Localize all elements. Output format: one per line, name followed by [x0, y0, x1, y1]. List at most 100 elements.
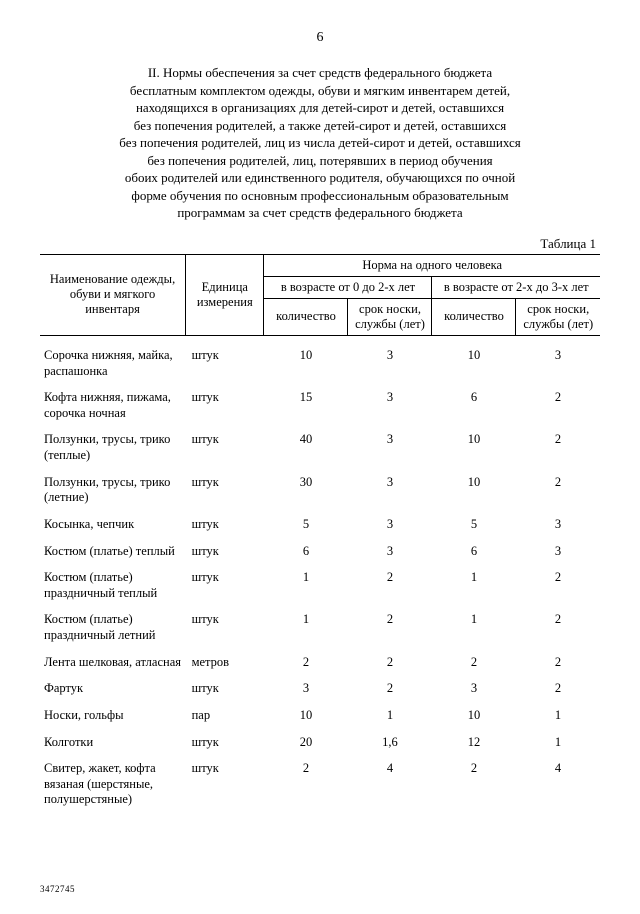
wear-a-header: срок носки, службы (лет) — [348, 298, 432, 335]
cell-qty-b: 5 — [432, 512, 516, 539]
cell-name: Кофта нижняя, пижама, сорочка ночная — [40, 385, 186, 427]
cell-wear-a: 3 — [348, 335, 432, 385]
cell-name: Фартук — [40, 676, 186, 703]
cell-unit: штук — [186, 730, 264, 757]
cell-qty-a: 5 — [264, 512, 348, 539]
title-line: бесплатным комплектом одежды, обуви и мя… — [50, 82, 590, 100]
cell-wear-a: 1,6 — [348, 730, 432, 757]
super-header: Норма на одного человека — [264, 254, 600, 276]
cell-wear-b: 2 — [516, 676, 600, 703]
table-row: Ползунки, трусы, трико (теплые)штук40310… — [40, 427, 600, 469]
cell-unit: штук — [186, 385, 264, 427]
cell-wear-a: 3 — [348, 427, 432, 469]
table-row: Лента шелковая, атласнаяметров2222 — [40, 650, 600, 677]
cell-wear-b: 3 — [516, 512, 600, 539]
title-line: без попечения родителей, а также детей-с… — [50, 117, 590, 135]
cell-qty-b: 10 — [432, 427, 516, 469]
cell-qty-b: 2 — [432, 650, 516, 677]
table-caption: Таблица 1 — [40, 236, 600, 252]
table-row: Кофта нижняя, пижама, сорочка ночнаяштук… — [40, 385, 600, 427]
cell-wear-b: 2 — [516, 565, 600, 607]
cell-qty-b: 2 — [432, 756, 516, 814]
cell-unit: штук — [186, 335, 264, 385]
cell-name: Косынка, чепчик — [40, 512, 186, 539]
norms-table: Наименование одежды, обуви и мягкого инв… — [40, 254, 600, 814]
cell-wear-a: 3 — [348, 539, 432, 566]
cell-unit: штук — [186, 427, 264, 469]
cell-unit: штук — [186, 756, 264, 814]
cell-qty-a: 10 — [264, 335, 348, 385]
col-unit-header: Единица измерения — [186, 254, 264, 335]
cell-qty-b: 10 — [432, 470, 516, 512]
cell-name: Костюм (платье) теплый — [40, 539, 186, 566]
cell-qty-b: 1 — [432, 565, 516, 607]
cell-name: Ползунки, трусы, трико (летние) — [40, 470, 186, 512]
cell-wear-b: 1 — [516, 730, 600, 757]
table-row: Костюм (платье) теплыйштук6363 — [40, 539, 600, 566]
cell-wear-a: 2 — [348, 565, 432, 607]
cell-name: Свитер, жакет, кофта вязаная (шерстяные,… — [40, 756, 186, 814]
table-row: Сорочка нижняя, майка, распашонкаштук103… — [40, 335, 600, 385]
cell-wear-b: 1 — [516, 703, 600, 730]
cell-qty-a: 10 — [264, 703, 348, 730]
cell-qty-a: 15 — [264, 385, 348, 427]
cell-name: Лента шелковая, атласная — [40, 650, 186, 677]
qty-b-header: количество — [432, 298, 516, 335]
cell-qty-b: 10 — [432, 335, 516, 385]
cell-qty-a: 40 — [264, 427, 348, 469]
section-title: II. Нормы обеспечения за счет средств фе… — [50, 64, 590, 222]
cell-qty-a: 3 — [264, 676, 348, 703]
cell-qty-b: 1 — [432, 607, 516, 649]
cell-wear-b: 4 — [516, 756, 600, 814]
title-line: без попечения родителей, лиц из числа де… — [50, 134, 590, 152]
cell-wear-a: 1 — [348, 703, 432, 730]
cell-qty-a: 30 — [264, 470, 348, 512]
cell-qty-a: 20 — [264, 730, 348, 757]
cell-unit: штук — [186, 539, 264, 566]
cell-qty-b: 12 — [432, 730, 516, 757]
cell-wear-b: 2 — [516, 607, 600, 649]
cell-unit: пар — [186, 703, 264, 730]
table-row: Косынка, чепчикштук5353 — [40, 512, 600, 539]
title-line: форме обучения по основным профессиональ… — [50, 187, 590, 205]
cell-unit: метров — [186, 650, 264, 677]
cell-qty-a: 1 — [264, 607, 348, 649]
cell-wear-b: 3 — [516, 539, 600, 566]
cell-wear-a: 2 — [348, 607, 432, 649]
cell-qty-a: 2 — [264, 650, 348, 677]
col-name-header: Наименование одежды, обуви и мягкого инв… — [40, 254, 186, 335]
title-line: без попечения родителей, лиц, потерявших… — [50, 152, 590, 170]
cell-name: Носки, гольфы — [40, 703, 186, 730]
title-line: II. Нормы обеспечения за счет средств фе… — [50, 64, 590, 82]
footer-code: 3472745 — [40, 884, 600, 894]
title-line: обоих родителей или единственного родите… — [50, 169, 590, 187]
title-line: программам за счет средств федерального … — [50, 204, 590, 222]
cell-name: Костюм (платье) праздничный летний — [40, 607, 186, 649]
cell-unit: штук — [186, 565, 264, 607]
cell-wear-b: 2 — [516, 650, 600, 677]
cell-wear-a: 3 — [348, 470, 432, 512]
table-row: Костюм (платье) праздничный летнийштук12… — [40, 607, 600, 649]
cell-wear-a: 3 — [348, 385, 432, 427]
cell-name: Ползунки, трусы, трико (теплые) — [40, 427, 186, 469]
cell-qty-a: 1 — [264, 565, 348, 607]
page-number: 6 — [40, 30, 600, 46]
cell-wear-b: 2 — [516, 427, 600, 469]
cell-qty-b: 3 — [432, 676, 516, 703]
table-row: Колготкиштук201,6121 — [40, 730, 600, 757]
cell-unit: штук — [186, 470, 264, 512]
table-row: Костюм (платье) праздничный теплыйштук12… — [40, 565, 600, 607]
table-row: Фартукштук3232 — [40, 676, 600, 703]
qty-a-header: количество — [264, 298, 348, 335]
cell-wear-b: 2 — [516, 385, 600, 427]
cell-name: Сорочка нижняя, майка, распашонка — [40, 335, 186, 385]
cell-qty-b: 6 — [432, 539, 516, 566]
wear-b-header: срок носки, службы (лет) — [516, 298, 600, 335]
cell-qty-a: 2 — [264, 756, 348, 814]
cell-wear-b: 2 — [516, 470, 600, 512]
cell-unit: штук — [186, 607, 264, 649]
table-row: Носки, гольфыпар101101 — [40, 703, 600, 730]
cell-wear-b: 3 — [516, 335, 600, 385]
title-line: находящихся в организациях для детей-сир… — [50, 99, 590, 117]
table-row: Свитер, жакет, кофта вязаная (шерстяные,… — [40, 756, 600, 814]
